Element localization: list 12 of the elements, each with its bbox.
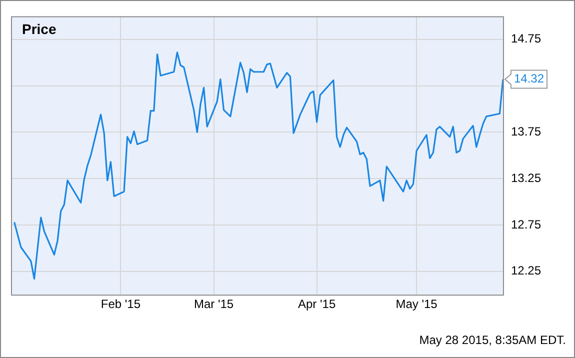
y-tick-label: 12.25 <box>510 264 542 278</box>
y-tick-label: 13.75 <box>510 124 542 139</box>
x-tick-label: Feb '15 <box>100 297 141 312</box>
annotation: 14.32 <box>514 72 544 86</box>
x-tick-label: May '15 <box>396 297 438 312</box>
y-tick-label: 14.75 <box>510 32 542 46</box>
text: May 28 2015, 8:35AM EDT. <box>419 333 566 347</box>
y-tick-label: 13.25 <box>510 170 542 185</box>
x-tick-label: Apr '15 <box>298 297 336 312</box>
chart-title: Price <box>22 21 56 38</box>
x-tick-label: Mar '15 <box>194 297 234 312</box>
y-tick-label: 12.75 <box>510 217 542 232</box>
